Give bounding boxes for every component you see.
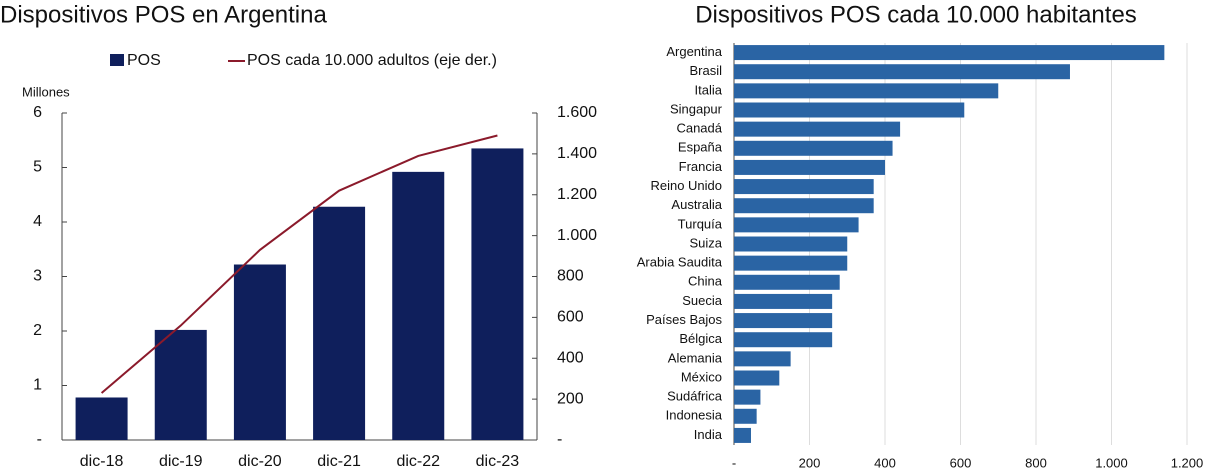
y-tick-label: Brasil [689,63,722,78]
y-tick-label: Italia [695,82,723,97]
bar [734,179,874,195]
bar [734,313,833,329]
y-tick-label: Australia [671,197,722,212]
y-tick-label: Canadá [676,121,722,136]
y2-tick-label: 400 [557,349,584,366]
x-tick-label: dic-23 [476,453,520,470]
y2-tick-label: 1.400 [557,145,597,162]
y2-tick-label: 1.000 [557,227,597,244]
y-tick-label: 4 [33,213,42,230]
y-tick-label: Suecia [682,293,723,308]
y-tick-label: Sudáfrica [667,389,723,404]
y2-tick-label: - [557,431,562,448]
bar [734,217,859,233]
bar [734,370,780,386]
x-tick-label: - [732,455,736,470]
bar [313,206,366,440]
legend-label: POS [127,52,161,69]
bar [734,351,791,367]
bar [734,102,965,118]
y-tick-label: China [688,274,723,289]
bar [734,255,848,271]
y-tick-label: 6 [33,104,42,121]
x-tick-label: dic-19 [159,453,203,470]
x-tick-label: 1.000 [1095,455,1128,470]
bar [734,140,893,156]
y-tick-label: España [678,140,723,155]
y-tick-label: Arabia Saudita [637,255,723,270]
bar [734,427,751,443]
chart-title: Dispositivos POS en Argentina [0,1,327,28]
y-tick-label: 1 [33,377,42,394]
x-tick-label: dic-20 [238,453,282,470]
bar [734,121,901,137]
bar [471,148,524,441]
y2-tick-label: 1.200 [557,186,597,203]
bar [734,159,885,175]
bar [734,198,874,214]
y-tick-label: Francia [679,159,723,174]
y2-tick-label: 600 [557,309,584,326]
x-tick-label: 800 [1025,455,1047,470]
y-tick-label: India [694,427,723,442]
y-axis-label: Millones [22,84,70,99]
x-tick-label: 400 [874,455,896,470]
chart-title: Dispositivos POS cada 10.000 habitantes [695,1,1137,28]
y-tick-label: - [37,431,42,448]
bar [734,274,840,290]
y-tick-label: Reino Unido [650,178,722,193]
y-tick-label: 2 [33,322,42,339]
y-tick-label: Singapur [670,101,723,116]
x-tick-label: dic-21 [317,453,361,470]
y2-tick-label: 200 [557,390,584,407]
y-tick-label: Turquía [678,216,723,231]
bar [734,293,833,309]
y-tick-label: México [681,369,722,384]
legend-swatch [110,54,124,66]
bar [734,389,761,405]
bar [734,332,833,348]
y-tick-label: Alemania [668,350,723,365]
bar [734,236,848,252]
bar [233,264,286,440]
line-series [100,134,498,394]
legend-label: POS cada 10.000 adultos (eje der.) [247,52,497,69]
bar [734,45,1165,61]
y-tick-label: Bélgica [679,331,722,346]
y-tick-label: Suiza [689,235,722,250]
bar [734,408,757,424]
x-tick-label: 200 [799,455,821,470]
bar [734,83,999,99]
x-tick-label: dic-18 [80,453,124,470]
bar [75,397,128,440]
y-tick-label: Argentina [666,44,722,59]
y-tick-label: 5 [33,159,42,176]
x-tick-label: dic-22 [396,453,440,470]
y2-tick-label: 800 [557,268,584,285]
x-tick-label: 600 [950,455,972,470]
bar [734,64,1070,80]
y-tick-label: Indonesia [666,408,723,423]
y2-tick-label: 1.600 [557,104,597,121]
y-tick-label: Países Bajos [646,312,722,327]
bar [154,329,207,440]
x-tick-label: 1.200 [1171,455,1204,470]
bar [392,171,445,441]
y-tick-label: 3 [33,268,42,285]
